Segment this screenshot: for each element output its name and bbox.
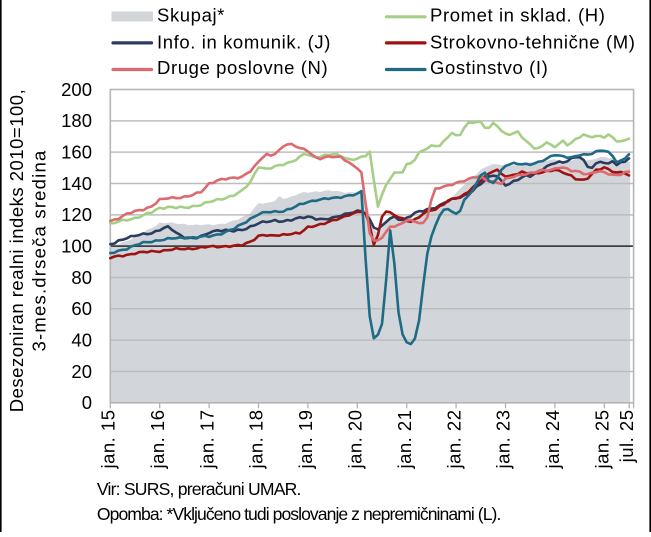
svg-text:Info. in komunik. (J): Info. in komunik. (J): [157, 31, 331, 52]
svg-text:80: 80: [71, 267, 92, 288]
svg-text:jan. 16: jan. 16: [147, 410, 168, 470]
svg-text:jan. 19: jan. 19: [295, 410, 316, 470]
svg-text:40: 40: [71, 329, 92, 350]
svg-text:jan. 23: jan. 23: [493, 410, 514, 470]
svg-text:20: 20: [71, 361, 92, 382]
svg-text:jan. 25: jan. 25: [592, 410, 613, 470]
svg-text:140: 140: [61, 173, 92, 194]
svg-text:200: 200: [61, 79, 92, 100]
svg-text:Promet in sklad. (H): Promet in sklad. (H): [430, 5, 605, 26]
svg-text:180: 180: [61, 110, 92, 131]
svg-text:jan. 18: jan. 18: [246, 410, 267, 470]
svg-text:0: 0: [82, 392, 92, 413]
svg-text:60: 60: [71, 298, 92, 319]
svg-text:Vir: SURS, preračuni UMAR.: Vir: SURS, preračuni UMAR.: [97, 479, 301, 499]
svg-text:jan. 20: jan. 20: [345, 410, 366, 470]
svg-text:jan. 21: jan. 21: [394, 410, 415, 470]
svg-text:Gostinstvo (I): Gostinstvo (I): [430, 57, 548, 78]
svg-text:3-mes.drseča sredina: 3-mes.drseča sredina: [29, 150, 50, 352]
svg-text:Desezoniran realni indeks 2010: Desezoniran realni indeks 2010=100,: [6, 89, 27, 412]
svg-text:160: 160: [61, 142, 92, 163]
svg-text:jul. 25: jul. 25: [616, 410, 637, 464]
svg-text:jan. 22: jan. 22: [443, 410, 464, 470]
svg-text:Strokovno-tehnične (M): Strokovno-tehnične (M): [430, 31, 635, 52]
svg-text:120: 120: [61, 204, 92, 225]
svg-text:jan. 15: jan. 15: [98, 410, 119, 470]
svg-text:Druge poslovne (N): Druge poslovne (N): [157, 57, 328, 78]
svg-text:jan. 17: jan. 17: [196, 410, 217, 470]
svg-text:100: 100: [61, 236, 92, 257]
svg-text:jan. 24: jan. 24: [542, 410, 563, 470]
svg-text:Opomba: *Vključeno tudi poslov: Opomba: *Vključeno tudi poslovanje z nep…: [97, 504, 501, 524]
svg-text:Skupaj*: Skupaj*: [157, 5, 225, 26]
